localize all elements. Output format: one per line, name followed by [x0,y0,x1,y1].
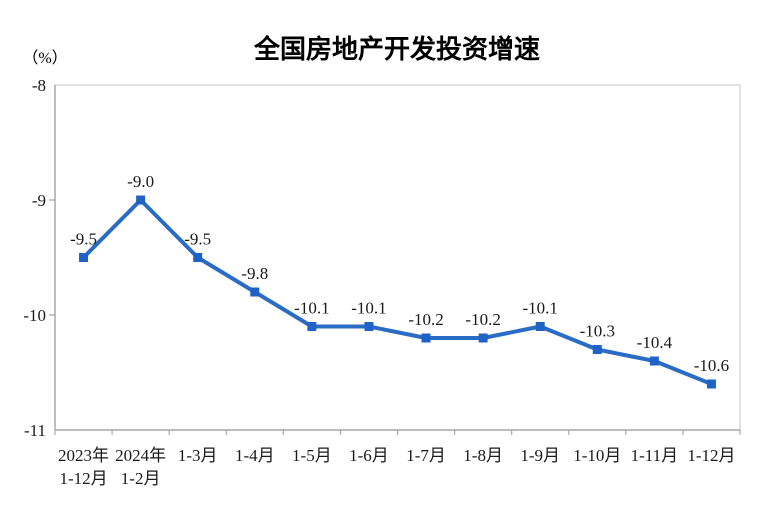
data-point-label: -10.1 [294,299,329,318]
data-point-marker [307,322,317,331]
data-point-label: -9.0 [127,172,154,191]
x-category-label: 1-8月 [463,446,503,465]
y-axis: -8 -9 -10 -11 [23,76,55,440]
y-tick-label: -11 [24,421,46,440]
line-series [79,195,716,389]
plot-frame [54,84,741,431]
y-axis-unit-label: （%） [22,49,67,67]
data-labels: -9.5 -9.0 -9.5 -9.8 -10.1 -10.1 -10.2 -10.2 -10.… [70,172,729,375]
x-category-label: 1-6月 [349,446,389,465]
data-point-marker [706,379,716,389]
y-tick-label: -10 [23,306,46,325]
x-category-label: 1-12月 [59,469,107,488]
data-point-marker [364,322,374,331]
y-tick-label: -8 [32,76,46,95]
x-category-label: 2023年 [58,446,109,465]
data-point-label: -9.8 [241,264,268,283]
data-point-label: -9.5 [70,230,97,249]
x-category-label: 1-10月 [573,446,621,465]
data-point-marker [592,345,602,354]
data-point-marker [478,333,488,343]
x-category-label: 1-4月 [235,446,275,465]
data-point-marker [250,287,260,297]
data-point-marker [535,322,545,331]
x-category-label: 1-2月 [121,469,161,488]
data-point-label: -10.2 [408,310,443,329]
data-point-label: -10.2 [465,310,500,329]
data-point-marker [649,356,659,366]
x-category-label: 1-9月 [520,446,560,465]
data-point-label: -10.3 [580,322,615,341]
x-category-label: 1-11月 [631,446,679,465]
x-category-label: 1-7月 [406,446,446,465]
y-tick-label: -9 [32,191,46,210]
plot-border [54,84,741,431]
data-point-marker [193,253,203,262]
x-category-label: 1-5月 [292,446,332,465]
data-point-label: -10.1 [522,299,557,318]
x-axis: 2023年 1-12月 2024年 1-2月 1-3月 1-4月 1-5月 1-6月 1-7月 1… [54,430,741,488]
data-point-label: -10.1 [351,299,386,318]
data-point-label: -10.4 [637,333,673,352]
data-point-marker [136,195,146,205]
x-category-label: 1-12月 [687,446,735,465]
data-point-marker [421,333,431,343]
data-point-marker [79,253,89,262]
x-category-label: 1-3月 [178,446,218,465]
data-point-label: -10.6 [694,356,729,375]
chart-title: 全国房地产开发投资增速 [253,34,540,64]
data-point-label: -9.5 [184,230,211,249]
series-polyline [81,198,714,386]
x-category-label: 2024年 [115,446,166,465]
